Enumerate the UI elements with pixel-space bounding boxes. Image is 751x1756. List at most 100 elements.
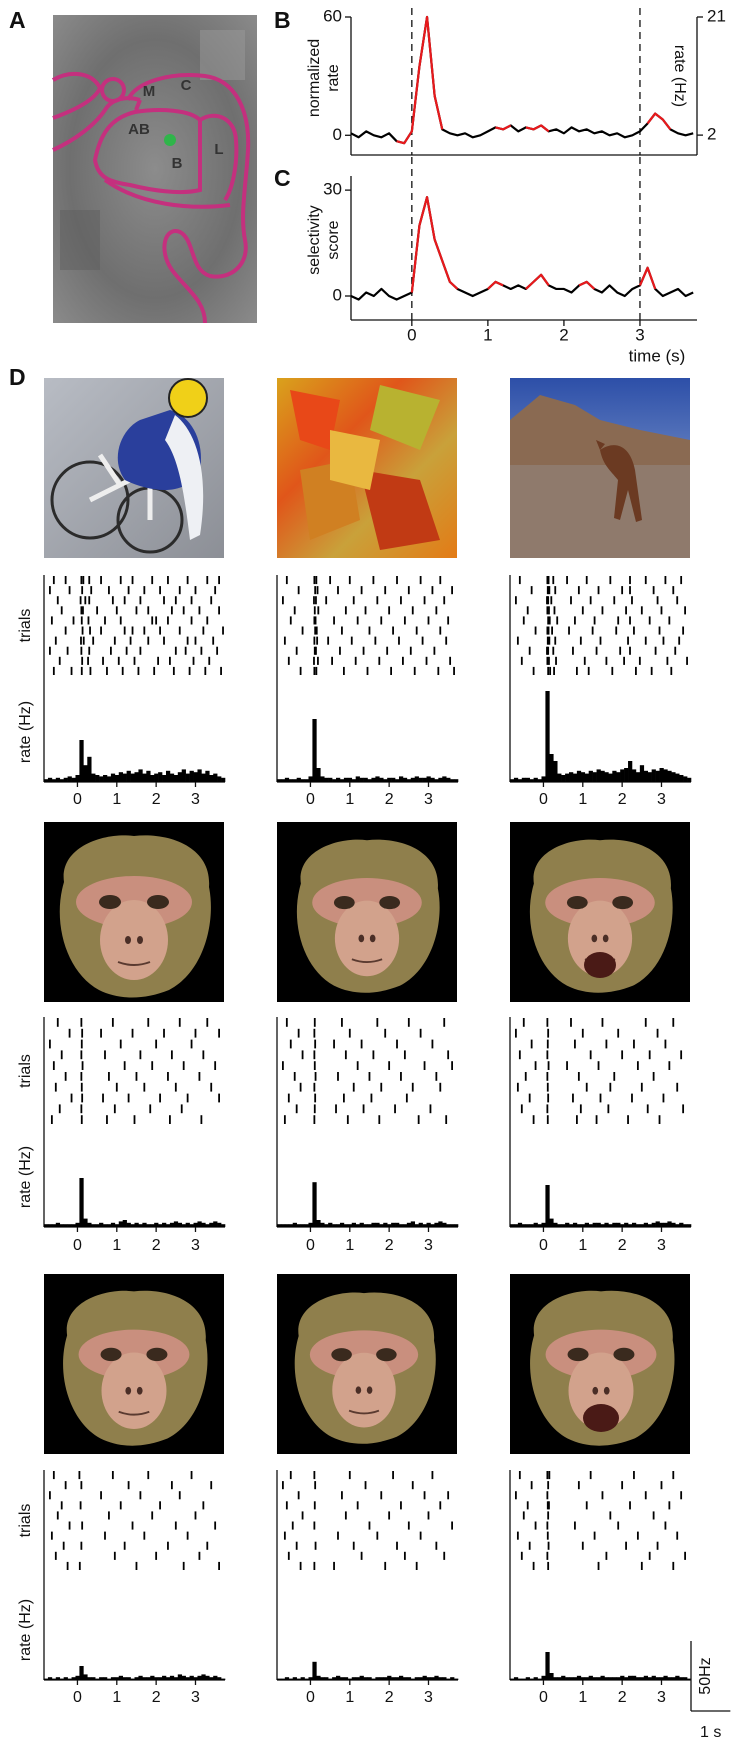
psth-bar xyxy=(194,1677,198,1680)
recording-site xyxy=(164,134,176,146)
psth-bar xyxy=(644,1223,648,1227)
psth-bar xyxy=(301,1677,305,1680)
psth-bar xyxy=(131,1224,135,1227)
psth-bar xyxy=(427,1677,431,1680)
psth-bar xyxy=(324,1677,328,1680)
psth-bar xyxy=(91,1224,95,1227)
psth-bar xyxy=(182,769,186,782)
psth-bar xyxy=(601,1676,605,1680)
psth-bar xyxy=(352,1677,356,1680)
psth-bar xyxy=(450,779,454,782)
psth-bar xyxy=(427,776,431,782)
psth-bar xyxy=(671,1677,675,1680)
psth-bar xyxy=(135,772,139,782)
psth-bar xyxy=(107,776,111,782)
psth-bar xyxy=(348,778,352,782)
psth-bar xyxy=(103,1677,107,1680)
psth-bar xyxy=(209,1223,213,1227)
psth-bar xyxy=(99,1677,103,1680)
psth-bar xyxy=(64,1224,68,1227)
psth-bar xyxy=(569,772,573,782)
psth-bar xyxy=(565,774,569,782)
psth-bar xyxy=(348,1224,352,1227)
psth-bar xyxy=(541,1676,545,1680)
x-tick-label: 2 xyxy=(559,325,568,344)
psth-bar xyxy=(186,1223,190,1227)
psth-bar xyxy=(510,1679,514,1680)
psth-bar xyxy=(213,1221,217,1227)
psth-bar xyxy=(391,1223,395,1227)
psth-bar xyxy=(652,769,656,782)
psth-bar xyxy=(316,1220,320,1227)
psth-bar xyxy=(305,1224,309,1227)
psth-bar xyxy=(549,1219,553,1227)
psth-bar xyxy=(297,1224,301,1227)
stimulus-faces xyxy=(44,822,690,1454)
psth-bar xyxy=(281,1679,285,1680)
psth-bar xyxy=(589,1224,593,1227)
psth-bar xyxy=(379,1224,383,1227)
psth-bar xyxy=(530,1679,534,1680)
x-axis-label: time (s) xyxy=(629,346,686,365)
psth-bar xyxy=(312,719,316,782)
psth-bar xyxy=(538,1224,542,1227)
x-tick-label: 1 xyxy=(112,1237,121,1254)
psth-bar xyxy=(281,1224,285,1227)
psth-bar xyxy=(293,779,297,782)
psth-bar xyxy=(166,771,170,782)
psth-bar xyxy=(154,1677,158,1680)
psth-bar xyxy=(383,1677,387,1680)
x-tick-label: 3 xyxy=(657,1237,666,1254)
psth-bar xyxy=(557,1224,561,1227)
raster-y-label: trials xyxy=(17,609,34,643)
psth-bar xyxy=(79,1178,83,1227)
x-tick-label: 0 xyxy=(306,1237,315,1254)
y-tick-label: 0 xyxy=(333,285,342,304)
psth-bar xyxy=(446,1224,450,1227)
psth-bar xyxy=(119,1221,123,1227)
psth-bar xyxy=(371,1223,375,1227)
psth-bar xyxy=(154,1223,158,1227)
psth-bar xyxy=(201,1223,205,1227)
psth-bar xyxy=(368,779,372,782)
psth-bar xyxy=(644,1676,648,1680)
y-axis-label: score xyxy=(325,220,342,259)
psth-bar xyxy=(138,769,142,782)
psth-bar xyxy=(526,778,530,782)
psth-bar xyxy=(644,771,648,782)
psth-bar xyxy=(186,1677,190,1680)
psth-bar xyxy=(174,1677,178,1680)
psth-bar xyxy=(213,774,217,782)
scale-bar-label: 1 s xyxy=(700,1724,721,1741)
psth-bar xyxy=(72,1677,76,1680)
psth-bar xyxy=(438,778,442,782)
psth-bar xyxy=(375,776,379,782)
psth-bar xyxy=(616,772,620,782)
psth-bar xyxy=(221,778,225,782)
x-tick-label: 1 xyxy=(112,1689,121,1706)
psth-bar xyxy=(549,754,553,782)
psth-bar xyxy=(675,1224,679,1227)
y2-tick-label: 2 xyxy=(707,125,716,144)
scale-bar-label: 50Hz xyxy=(697,1657,714,1694)
psth-bar xyxy=(679,775,683,782)
psth-bar xyxy=(316,768,320,782)
psth-bar xyxy=(553,1223,557,1227)
x-tick-label: 3 xyxy=(191,1689,200,1706)
raster-y-label: trials xyxy=(17,1504,34,1538)
panel-a xyxy=(53,15,257,323)
psth-bar xyxy=(99,776,103,782)
psth-bar xyxy=(648,1224,652,1227)
psth-bar xyxy=(162,1676,166,1680)
psth-bar xyxy=(138,1676,142,1680)
psth-bar xyxy=(415,1224,419,1227)
psth-bar xyxy=(434,779,438,782)
psth-bar xyxy=(427,1223,431,1227)
psth-bar xyxy=(624,768,628,782)
psth-bar xyxy=(430,778,434,782)
psth-bar xyxy=(632,1223,636,1227)
psth-bar xyxy=(56,1677,60,1680)
psth-bar xyxy=(293,1223,297,1227)
x-tick-label: 1 xyxy=(578,1237,587,1254)
psth-bar xyxy=(549,1673,553,1680)
